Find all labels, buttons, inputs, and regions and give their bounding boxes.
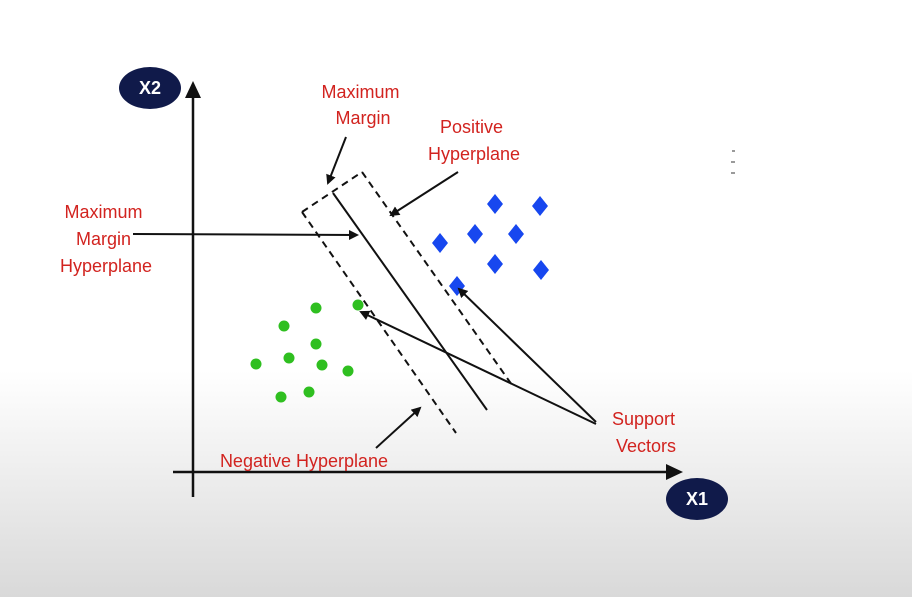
y-axis-badge: X2 (119, 67, 181, 109)
negative-hyperplane-arrow (375, 406, 422, 449)
positive-point (532, 196, 548, 216)
negative-point (275, 391, 287, 403)
negative-point (278, 320, 290, 332)
negative-point (310, 302, 322, 314)
positive-hyperplane-line (361, 171, 513, 386)
margin-connector-top (301, 171, 363, 213)
positive-hyperplane-label-line: Positive (440, 117, 503, 137)
x-axis-badge-shape (666, 478, 728, 520)
positive-point (487, 254, 503, 274)
positive-point (432, 233, 448, 253)
support-vectors-label-line: Vectors (616, 436, 676, 456)
negative-class-points (250, 299, 364, 403)
negative-point (342, 365, 354, 377)
support-vector-arrow-negative (359, 310, 597, 425)
maximum-margin-label: Maximum Margin (321, 82, 404, 128)
negative-point (316, 359, 328, 371)
positive-point (487, 194, 503, 214)
x-axis-label: X1 (686, 489, 708, 509)
y-axis-badge-shape (119, 67, 181, 109)
maximum-margin-hyperplane-label: Maximum Margin Hyperplane (60, 202, 152, 276)
maximum-margin-hyperplane-line (332, 192, 488, 411)
negative-point (250, 358, 262, 370)
maximum-margin-arrow (326, 136, 347, 185)
negative-point (310, 338, 322, 350)
support-vectors-label-line: Support (612, 409, 675, 429)
maximum-margin-label-line: Margin (335, 108, 390, 128)
maximum-margin-hyperplane-label-line: Hyperplane (60, 256, 152, 276)
maximum-margin-hyperplane-arrow (132, 229, 359, 240)
positive-hyperplane-arrow (389, 171, 459, 217)
maximum-margin-hyperplane-label-line: Maximum (64, 202, 142, 222)
y-axis-label: X2 (139, 78, 161, 98)
negative-point support-vector (352, 299, 364, 311)
positive-hyperplane-label-line: Hyperplane (428, 144, 520, 164)
support-vectors-label: Support Vectors (612, 409, 680, 456)
negative-hyperplane-line (301, 211, 457, 434)
maximum-margin-label-line: Maximum (321, 82, 399, 102)
positive-hyperplane-label: Positive Hyperplane (428, 117, 520, 164)
positive-point (467, 224, 483, 244)
side-mark (731, 172, 735, 174)
negative-point (283, 352, 295, 364)
side-marks (731, 150, 735, 174)
support-vector-arrow-positive (457, 287, 597, 423)
side-mark (731, 161, 735, 163)
side-mark (732, 150, 735, 152)
x-axis-badge: X1 (666, 478, 728, 520)
negative-hyperplane-label: Negative Hyperplane (220, 451, 388, 471)
maximum-margin-hyperplane-label-line: Margin (76, 229, 131, 249)
positive-class-points (432, 194, 549, 296)
positive-point (508, 224, 524, 244)
positive-point (533, 260, 549, 280)
negative-point (303, 386, 315, 398)
